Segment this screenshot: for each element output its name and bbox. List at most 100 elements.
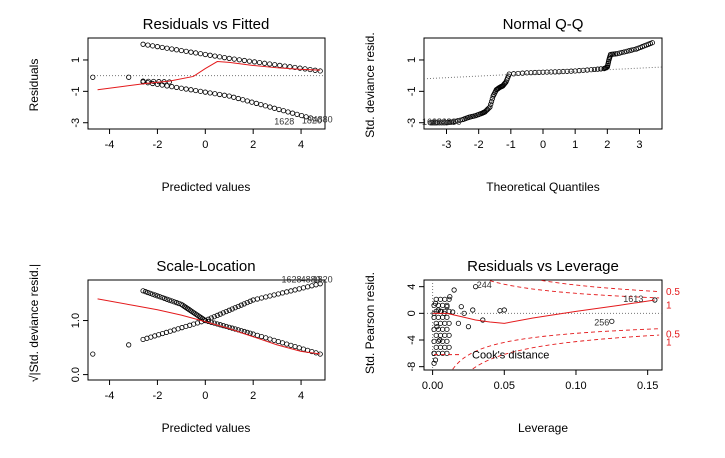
data-point (480, 317, 486, 323)
data-point (446, 320, 452, 326)
data-point (497, 308, 503, 314)
data-point (437, 296, 444, 302)
data-point (173, 47, 180, 53)
data-point (197, 51, 204, 57)
contour-label: 1 (666, 338, 672, 349)
y-tick-label: 1 (406, 57, 418, 63)
data-point (461, 310, 467, 316)
data-point (624, 48, 630, 54)
data-point (154, 293, 161, 299)
data-point (434, 120, 440, 126)
data-point (486, 105, 492, 111)
x-axis-label: Predicted values (162, 421, 251, 435)
data-point (238, 302, 244, 308)
data-point (246, 58, 253, 64)
data-point (226, 307, 232, 313)
data-point (455, 320, 462, 326)
data-point (619, 49, 625, 56)
data-point (164, 296, 170, 302)
data-point (241, 57, 248, 64)
point-label: 4880 (313, 115, 333, 125)
data-point (249, 99, 255, 105)
data-point (171, 299, 177, 305)
data-point (436, 120, 442, 126)
data-point (267, 336, 273, 342)
x-tick-label: -1 (506, 139, 516, 151)
x-tick-label: -3 (442, 139, 452, 151)
data-point (285, 109, 291, 115)
data-point (437, 332, 444, 338)
data-point (217, 322, 223, 328)
data-point (188, 87, 194, 93)
data-point (235, 303, 241, 310)
y-tick-label: 4 (406, 284, 418, 290)
data-point (458, 304, 464, 310)
data-point (616, 50, 622, 56)
data-point (166, 79, 172, 85)
data-point (317, 68, 323, 74)
data-point (267, 61, 273, 67)
data-point (256, 59, 263, 66)
y-axis-label: Std. deviance resid. (363, 32, 377, 137)
data-point (294, 111, 300, 117)
plot-frame (87, 279, 326, 381)
data-point (446, 332, 452, 338)
data-point (162, 295, 168, 302)
smoother-line (97, 61, 321, 91)
point-label: 256 (594, 317, 609, 327)
data-point (292, 287, 298, 293)
data-point (433, 344, 439, 350)
data-point (431, 120, 437, 126)
data-point (271, 292, 277, 298)
plot-frame (87, 37, 326, 130)
point-label: 4880 (441, 117, 461, 127)
data-point (431, 338, 437, 344)
contour-label: 0.5 (666, 287, 680, 298)
data-point (452, 118, 458, 124)
data-point (317, 281, 323, 287)
y-tick-label: 1.0 (70, 313, 82, 328)
point-label: 1628 (281, 275, 301, 285)
data-point (183, 86, 189, 92)
data-point (157, 294, 163, 300)
data-point (164, 45, 170, 51)
x-tick-label: -4 (105, 139, 115, 151)
data-point (271, 337, 277, 343)
x-tick-label: 0.15 (637, 380, 658, 392)
y-tick-label: 0 (406, 310, 418, 316)
data-point (258, 295, 265, 301)
x-tick-label: 0.10 (565, 380, 586, 392)
data-point (235, 95, 241, 102)
x-tick-label: 1 (572, 139, 578, 151)
plot-frame (423, 279, 663, 371)
data-point (292, 64, 298, 71)
chart-title: Residuals vs Fitted (143, 16, 270, 33)
data-point (279, 290, 286, 296)
data-point (473, 284, 479, 290)
data-point (433, 332, 439, 338)
data-point (302, 66, 308, 72)
point-label: 1613 (623, 294, 643, 304)
data-point (444, 302, 450, 308)
contour-label: 1 (666, 300, 672, 311)
data-point (621, 49, 627, 55)
data-point (221, 55, 228, 61)
data-point (250, 331, 256, 337)
data-point (251, 59, 258, 65)
data-point (435, 314, 441, 320)
data-point (214, 312, 220, 319)
data-point (226, 55, 232, 61)
reference-line (423, 66, 663, 80)
data-point (628, 47, 635, 53)
data-point (609, 318, 615, 324)
x-tick-label: 2 (604, 139, 610, 151)
x-tick-label: 4 (298, 139, 304, 151)
x-tick-label: 0 (202, 390, 208, 402)
data-point (303, 114, 309, 120)
data-point (271, 105, 278, 111)
data-point (142, 289, 149, 295)
data-point (226, 93, 232, 99)
data-point (502, 80, 508, 86)
